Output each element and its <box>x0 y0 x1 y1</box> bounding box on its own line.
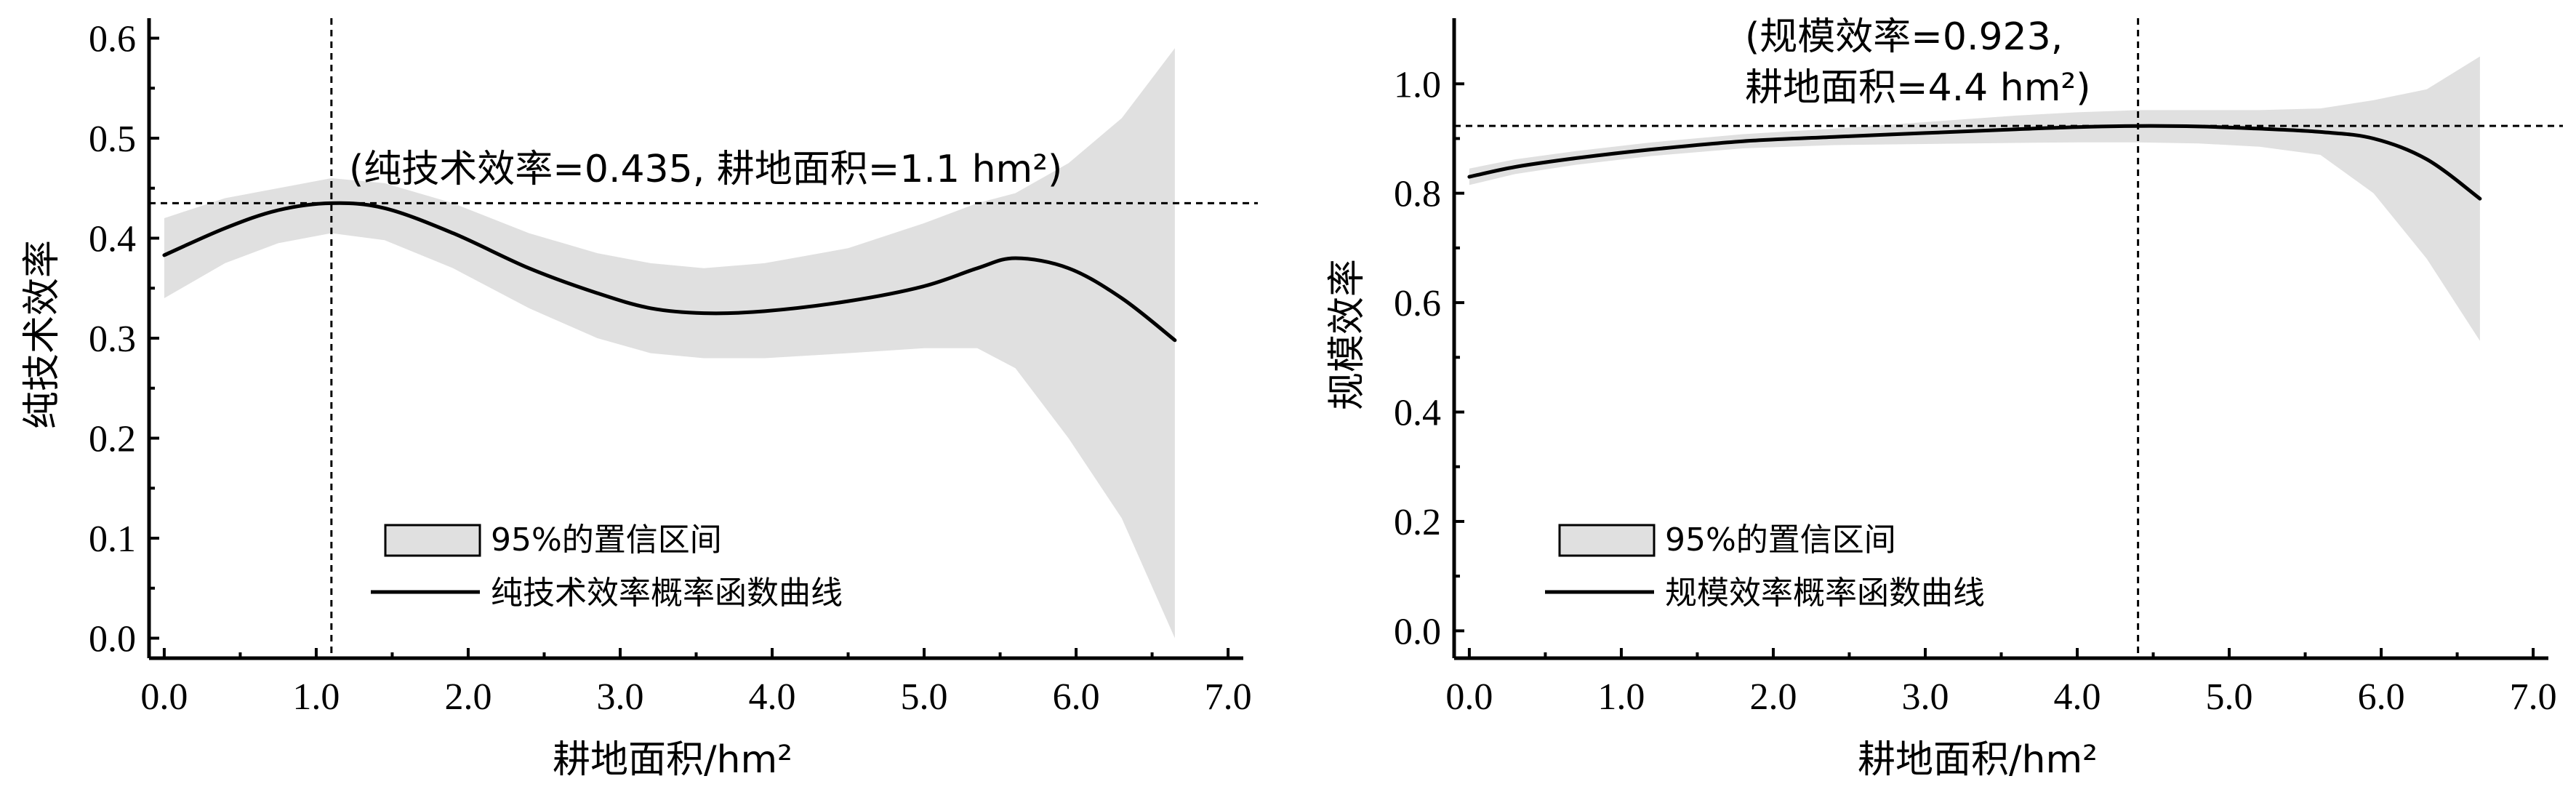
y-tick-labels: 0.0 0.2 0.4 0.6 0.8 1.0 <box>1394 64 1441 652</box>
y-tick-label: 0.0 <box>1394 611 1441 652</box>
y-axis-title: 纯技术效率 <box>20 240 64 429</box>
x-tick-labels: 0.0 1.0 2.0 3.0 4.0 5.0 6.0 7.0 <box>140 676 1251 718</box>
x-tick-label: 7.0 <box>2510 676 2557 718</box>
x-tick-label: 5.0 <box>2206 676 2253 718</box>
x-tick-label: 1.0 <box>292 676 340 718</box>
y-tick-label: 0.0 <box>89 619 136 660</box>
x-tick-labels: 0.0 1.0 2.0 3.0 4.0 5.0 6.0 7.0 <box>1445 676 2556 718</box>
probability-curve <box>162 201 1177 343</box>
y-tick-label: 0.4 <box>89 219 136 260</box>
reference-lines <box>149 18 1258 658</box>
legend-line-label: 规模效率概率函数曲线 <box>1665 575 1985 612</box>
legend: 95%的置信区间 纯技术效率概率函数曲线 <box>371 521 843 612</box>
x-tick-label: 3.0 <box>596 676 643 718</box>
y-tick-label: 1.0 <box>1394 64 1441 105</box>
axes <box>147 18 1243 660</box>
probability-curve <box>1467 124 2482 201</box>
y-tick-label: 0.6 <box>89 19 136 60</box>
y-tick-labels: 0.0 0.1 0.2 0.3 0.4 0.5 0.6 <box>89 19 136 660</box>
annotation-line-2: 耕地面积=4.4 hm²) <box>1745 66 2091 110</box>
x-tick-label: 2.0 <box>1749 676 1797 718</box>
axes <box>1452 18 2548 660</box>
curve-layer <box>162 201 1177 343</box>
x-axis-title: 耕地面积/hm² <box>553 738 793 782</box>
x-tick-label: 6.0 <box>1053 676 1100 718</box>
x-tick-label: 4.0 <box>2054 676 2101 718</box>
x-tick-label: 0.0 <box>1445 676 1493 718</box>
y-tick-label: 0.1 <box>89 519 136 560</box>
x-tick-label: 0.0 <box>140 676 188 718</box>
legend: 95%的置信区间 规模效率概率函数曲线 <box>1545 521 1985 612</box>
y-tick-label: 0.5 <box>89 119 136 160</box>
y-tick-label: 0.4 <box>1394 393 1441 434</box>
legend-band-swatch <box>384 524 481 557</box>
x-tick-label: 3.0 <box>1901 676 1949 718</box>
y-tick-label: 0.2 <box>89 419 136 460</box>
y-tick-label: 0.3 <box>89 319 136 360</box>
annotation-line-1: (规模效率=0.923, <box>1745 15 2063 59</box>
chart-pure-technical-efficiency: 0.0 1.0 2.0 3.0 4.0 5.0 6.0 7.0 0.0 0.1 0.2 0.3 0.4… <box>20 18 1258 782</box>
y-tick-label: 0.6 <box>1394 283 1441 324</box>
legend-line-label: 纯技术效率概率函数曲线 <box>491 575 843 612</box>
legend-band-label: 95%的置信区间 <box>1665 521 1896 559</box>
curve-layer <box>1467 124 2482 201</box>
y-tick-label: 0.8 <box>1394 174 1441 215</box>
x-tick-label: 1.0 <box>1597 676 1645 718</box>
x-tick-label: 6.0 <box>2358 676 2405 718</box>
chart-scale-efficiency: 0.0 1.0 2.0 3.0 4.0 5.0 6.0 7.0 0.0 0.2 0.4 0.6 0.8… <box>1325 15 2563 782</box>
x-tick-label: 4.0 <box>749 676 796 718</box>
annotation-line-1: (纯技术效率=0.435, 耕地面积=1.1 hm²) <box>349 148 1062 191</box>
confidence-band <box>164 48 1175 639</box>
legend-band-label: 95%的置信区间 <box>491 521 722 559</box>
x-axis-title: 耕地面积/hm² <box>1858 738 2098 782</box>
legend-band-swatch <box>1558 524 1656 557</box>
x-tick-label: 7.0 <box>1205 676 1252 718</box>
x-tick-label: 2.0 <box>444 676 491 718</box>
y-axis-title: 规模效率 <box>1325 259 1369 410</box>
y-tick-label: 0.2 <box>1394 502 1441 543</box>
x-tick-label: 5.0 <box>901 676 948 718</box>
ci-band-layer <box>164 48 1175 639</box>
